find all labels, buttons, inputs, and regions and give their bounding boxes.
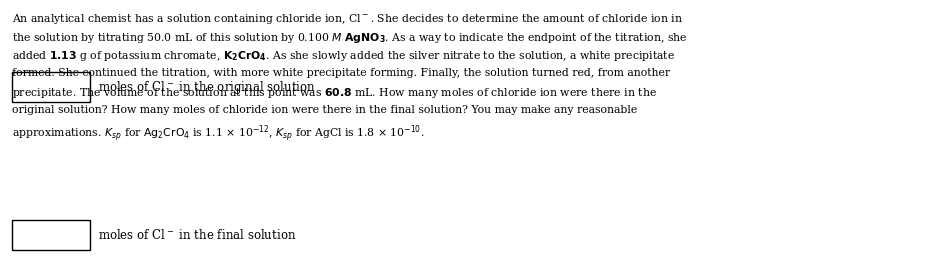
Text: moles of Cl$^-$ in the final solution: moles of Cl$^-$ in the final solution bbox=[98, 228, 296, 242]
Text: precipitate. The volume of the solution at this point was $\mathbf{60.8}$ mL. Ho: precipitate. The volume of the solution … bbox=[12, 86, 657, 100]
Bar bbox=[12, 72, 90, 102]
Text: original solution? How many moles of chloride ion were there in the final soluti: original solution? How many moles of chl… bbox=[12, 104, 637, 115]
Bar bbox=[12, 220, 90, 250]
Text: An analytical chemist has a solution containing chloride ion, Cl$^-$. She decide: An analytical chemist has a solution con… bbox=[12, 12, 683, 26]
Text: formed. She continued the titration, with more white precipitate forming. Finall: formed. She continued the titration, wit… bbox=[12, 67, 670, 78]
Text: moles of Cl$^-$ in the original solution: moles of Cl$^-$ in the original solution bbox=[98, 79, 316, 95]
Text: approximations. $K_{sp}$ for $\mathrm{Ag_2CrO_4}$ is 1.1 $\times$ 10$^{-12}$, $K: approximations. $K_{sp}$ for $\mathrm{Ag… bbox=[12, 123, 424, 144]
Text: added $\mathbf{1.13}$ g of potassium chromate, $\mathbf{K_2CrO_4}$. As she slowl: added $\mathbf{1.13}$ g of potassium chr… bbox=[12, 49, 675, 63]
Text: the solution by titrating 50.0 mL of this solution by 0.100 $M$ $\mathbf{AgNO_3}: the solution by titrating 50.0 mL of thi… bbox=[12, 30, 688, 45]
